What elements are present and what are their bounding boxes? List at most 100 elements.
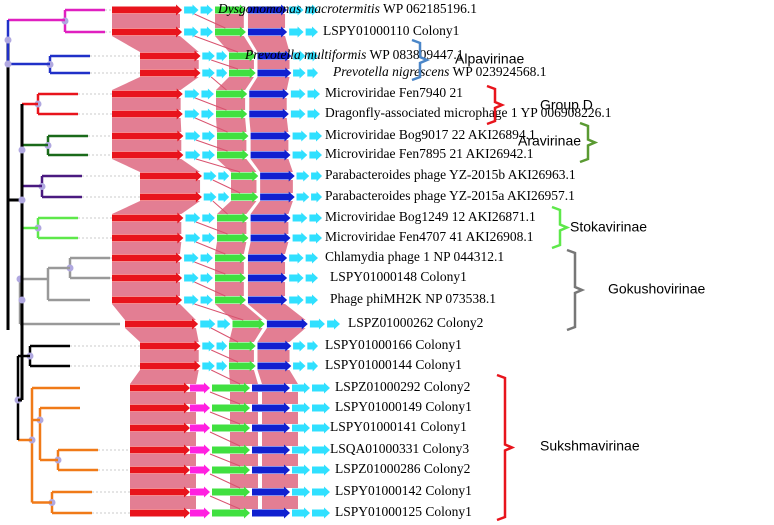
gene-arrow bbox=[112, 272, 183, 284]
genome-label: Prevotella multiformis WP 083809447.1 bbox=[244, 47, 464, 62]
synteny-link bbox=[195, 158, 241, 173]
gene-arrow bbox=[293, 360, 306, 372]
gene-arrow bbox=[212, 486, 250, 498]
gene-arrow bbox=[232, 318, 265, 330]
synteny-band bbox=[215, 36, 254, 52]
synteny-band bbox=[140, 350, 199, 362]
synteny-link bbox=[195, 241, 226, 255]
gene-arrow bbox=[200, 272, 213, 284]
gene-arrow bbox=[215, 4, 246, 16]
accession: WP 062185196.1 bbox=[383, 1, 477, 16]
genome-label: LSPZ01000292 Colony2 bbox=[335, 379, 470, 394]
accession: Microviridae Bog9017 22 AKI26894.1 bbox=[325, 127, 536, 142]
gene-arrow bbox=[292, 402, 310, 414]
synteny-band bbox=[230, 474, 258, 488]
gene-arrow bbox=[216, 340, 228, 352]
gene-arrow bbox=[190, 402, 210, 414]
gene-arrow bbox=[184, 294, 199, 306]
synteny-band bbox=[112, 262, 180, 274]
synteny-band bbox=[112, 14, 180, 28]
genome-label: Phage phiMH2K NP 073538.1 bbox=[330, 291, 496, 306]
gene-arrow bbox=[200, 318, 216, 330]
gene-arrow bbox=[212, 464, 250, 476]
tree bbox=[4, 8, 140, 515]
accession: Microviridae Fen4707 41 AKI26908.1 bbox=[325, 229, 533, 244]
genome-label: LSPY01000142 Colony1 bbox=[335, 483, 472, 498]
synteny-link bbox=[209, 473, 241, 489]
species-name: Prevotella nigrescens bbox=[332, 64, 449, 79]
gene-arrow bbox=[292, 232, 308, 244]
gene-arrow bbox=[292, 212, 308, 224]
synteny-link bbox=[210, 327, 239, 343]
synteny-band bbox=[112, 242, 182, 254]
synteny-band bbox=[130, 454, 196, 466]
genome-label: LSPY01000141 Colony1 bbox=[330, 419, 467, 434]
gene-arrow bbox=[305, 252, 318, 264]
node bbox=[18, 196, 26, 204]
gene-arrow bbox=[292, 382, 310, 394]
gene-arrow bbox=[130, 444, 190, 456]
gene-arrow bbox=[307, 360, 318, 372]
gene-arrow bbox=[140, 340, 201, 352]
accession: Parabacteroides phage YZ-2015b AKI26963.… bbox=[325, 167, 576, 182]
gene-arrow bbox=[257, 67, 292, 79]
genome-label: LSPY01000144 Colony1 bbox=[325, 357, 462, 372]
synteny-link bbox=[195, 139, 228, 152]
genome-label: Microviridae Bog9017 22 AKI26894.1 bbox=[325, 127, 536, 142]
synteny-band bbox=[217, 201, 257, 214]
gene-arrow bbox=[292, 149, 308, 161]
gene-arrow bbox=[185, 212, 201, 224]
gene-arrow bbox=[216, 67, 228, 79]
synteny-band bbox=[112, 304, 196, 320]
accession: WP 023924568.1 bbox=[452, 64, 546, 79]
synteny-band bbox=[112, 140, 182, 151]
gene-arrow bbox=[217, 212, 249, 224]
gene-arrow bbox=[218, 191, 230, 203]
gene-arrow bbox=[112, 212, 184, 224]
gene-arrow bbox=[190, 464, 210, 476]
gene-arrow bbox=[260, 191, 295, 203]
bracket bbox=[566, 248, 586, 332]
genome-label: Microviridae Fen7940 21 bbox=[325, 85, 463, 100]
synteny-link bbox=[210, 369, 241, 385]
gene-arrow bbox=[250, 212, 291, 224]
gene-arrow bbox=[292, 464, 310, 476]
bracket bbox=[486, 84, 506, 126]
synteny-band bbox=[262, 392, 298, 404]
genome-label: Chlamydia phage 1 NP 044312.1 bbox=[325, 249, 504, 264]
synteny-band bbox=[140, 180, 201, 193]
gene-arrow bbox=[212, 382, 250, 394]
synteny-link bbox=[211, 59, 239, 70]
synteny-band bbox=[247, 242, 289, 254]
accession: LSPY01000125 Colony1 bbox=[335, 504, 472, 519]
gene-arrow bbox=[215, 26, 246, 38]
synteny-band bbox=[249, 118, 289, 132]
gene-arrow bbox=[202, 212, 215, 224]
gene-arrow bbox=[216, 360, 228, 372]
gene-arrow bbox=[202, 67, 215, 79]
gene-arrow bbox=[217, 318, 231, 330]
synteny-band bbox=[130, 432, 196, 446]
gene-arrow bbox=[218, 170, 230, 182]
gene-arrow bbox=[185, 232, 201, 244]
gene-arrow bbox=[229, 340, 256, 352]
synteny-band bbox=[250, 201, 293, 214]
gene-arrow bbox=[202, 149, 215, 161]
gene-arrow bbox=[200, 252, 213, 264]
synteny-band bbox=[229, 60, 254, 69]
synteny-band bbox=[262, 474, 298, 488]
synteny-band bbox=[262, 496, 298, 509]
gene-arrow bbox=[212, 422, 250, 434]
genome-label: Parabacteroides phage YZ-2015b AKI26963.… bbox=[325, 167, 576, 182]
synteny-link bbox=[195, 117, 228, 133]
node bbox=[18, 296, 26, 304]
synteny-band bbox=[130, 496, 196, 509]
synteny-band bbox=[257, 60, 290, 69]
synteny-link bbox=[195, 97, 227, 111]
synteny-band bbox=[230, 432, 258, 446]
synteny-band bbox=[249, 77, 290, 90]
synteny-link bbox=[209, 495, 241, 510]
gene-arrow bbox=[130, 382, 190, 394]
gene-arrow bbox=[305, 294, 318, 306]
synteny-band bbox=[262, 432, 298, 446]
